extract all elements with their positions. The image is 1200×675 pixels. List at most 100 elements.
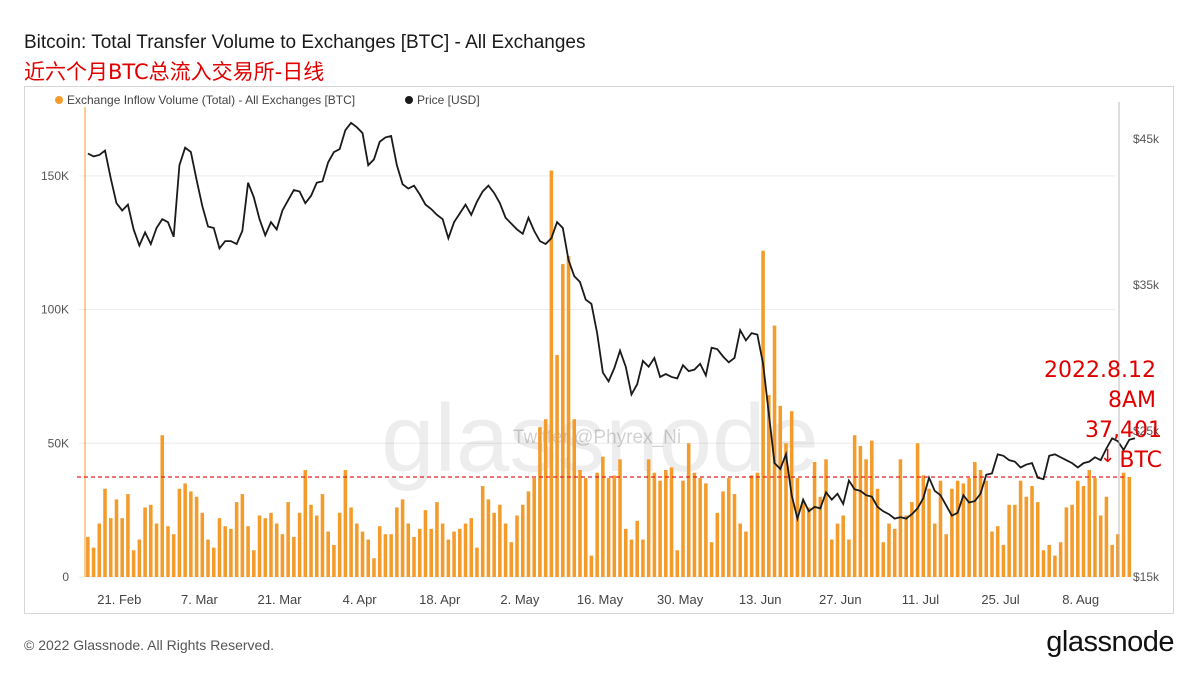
legend-label: Exchange Inflow Volume (Total) - All Exc…	[67, 93, 355, 107]
inflow-bar	[223, 526, 227, 577]
inflow-bar	[669, 467, 674, 577]
x-tick-label: 16. May	[577, 592, 624, 607]
x-tick-label: 13. Jun	[739, 592, 782, 607]
inflow-bar	[274, 523, 279, 577]
inflow-bar	[1024, 496, 1029, 577]
y-left-tick-label: 100K	[41, 303, 69, 317]
inflow-bar	[120, 518, 124, 577]
y-left-tick-label: 150K	[41, 169, 69, 183]
inflow-bar	[126, 494, 130, 577]
inflow-bar	[715, 512, 720, 577]
chart-panel: glassnode Twitter @Phyrex_Ni 0 50K 100K 150…	[24, 86, 1174, 614]
inflow-bar	[864, 459, 868, 577]
inflow-bar	[183, 483, 187, 577]
inflow-bar	[761, 250, 765, 577]
inflow-bar	[990, 531, 994, 577]
inflow-bar	[240, 494, 245, 577]
inflow-bar	[515, 515, 519, 577]
inflow-bar	[440, 523, 445, 577]
inflow-bar	[623, 528, 628, 577]
inflow-bar	[526, 491, 531, 577]
inflow-bar	[967, 478, 971, 577]
inflow-bar	[658, 480, 662, 577]
inflow-bar	[858, 445, 863, 577]
inflow-bar	[732, 494, 737, 577]
inflow-bar	[566, 256, 571, 577]
x-tick-label: 25. Jul	[981, 592, 1019, 607]
inflow-bar	[612, 475, 617, 577]
inflow-bar	[1007, 504, 1011, 577]
inflow-bar	[606, 478, 611, 577]
legend: Exchange Inflow Volume (Total) - All Exc…	[55, 93, 480, 107]
inflow-bar	[721, 491, 725, 577]
inflow-bar	[166, 526, 170, 577]
inflow-bar	[1081, 486, 1086, 577]
inflow-bar	[246, 526, 250, 577]
inflow-bar	[589, 555, 594, 577]
inflow-bar	[1087, 470, 1092, 577]
inflow-bar	[818, 496, 823, 577]
inflow-bar	[944, 534, 948, 577]
chart-svg: glassnode Twitter @Phyrex_Ni 0 50K 100K 150…	[41, 93, 1160, 607]
inflow-bar	[486, 499, 491, 577]
inflow-bar	[870, 440, 874, 577]
x-tick-label: 2. May	[500, 592, 540, 607]
inflow-bar	[1121, 472, 1126, 577]
inflow-bar	[829, 539, 834, 577]
inflow-bar	[303, 470, 308, 577]
inflow-bar	[229, 528, 233, 577]
inflow-bar	[297, 512, 302, 577]
inflow-bar	[635, 520, 639, 577]
inflow-bar	[366, 539, 371, 577]
inflow-bar	[520, 504, 525, 577]
inflow-bar	[892, 528, 897, 577]
inflow-bar	[532, 478, 536, 577]
inflow-bar	[97, 523, 102, 577]
inflow-bar	[1070, 504, 1074, 577]
inflow-bar	[177, 488, 182, 577]
inflow-bar	[320, 494, 325, 577]
inflow-bar	[332, 544, 336, 577]
inflow-bar	[887, 523, 891, 577]
inflow-bar	[143, 507, 147, 577]
inflow-bar	[314, 515, 319, 577]
inflow-bar	[463, 523, 468, 577]
inflow-bar	[950, 488, 954, 577]
annotation-date: 2022.8.12	[1044, 358, 1156, 383]
x-tick-label: 27. Jun	[819, 592, 862, 607]
inflow-bar	[194, 496, 199, 577]
annotation: 2022.8.12 8AM 37,401 BTC	[1036, 356, 1162, 476]
inflow-bar	[641, 539, 645, 577]
x-tick-label: 21. Mar	[258, 592, 303, 607]
inflow-bar	[538, 427, 542, 577]
x-tick-label: 11. Jul	[902, 592, 939, 607]
legend-label: Price [USD]	[417, 93, 480, 107]
inflow-bar	[343, 470, 348, 577]
inflow-bar	[904, 515, 908, 577]
inflow-bar	[618, 459, 622, 577]
inflow-bar	[154, 523, 159, 577]
inflow-bar	[206, 539, 210, 577]
inflow-bar	[1018, 480, 1023, 577]
inflow-bar	[1058, 542, 1063, 577]
inflow-bar	[938, 480, 943, 577]
inflow-bar	[812, 462, 817, 577]
inflow-bar	[286, 502, 290, 577]
inflow-bar	[978, 470, 983, 577]
inflow-bar	[412, 536, 416, 577]
inflow-bar	[280, 534, 285, 577]
inflow-bar	[1013, 504, 1017, 577]
inflow-bar	[114, 499, 119, 577]
inflow-bar	[108, 518, 113, 577]
inflow-bar	[1035, 502, 1040, 577]
inflow-bar	[767, 395, 771, 577]
inflow-bar	[171, 534, 176, 577]
inflow-bar	[578, 470, 582, 577]
inflow-bar	[1041, 550, 1046, 577]
inflow-bar	[561, 264, 565, 577]
inflow-bar	[160, 435, 165, 577]
inflow-bar	[629, 539, 634, 577]
inflow-bar	[601, 456, 605, 577]
copyright: © 2022 Glassnode. All Rights Reserved.	[24, 637, 275, 653]
inflow-bar	[137, 539, 142, 577]
